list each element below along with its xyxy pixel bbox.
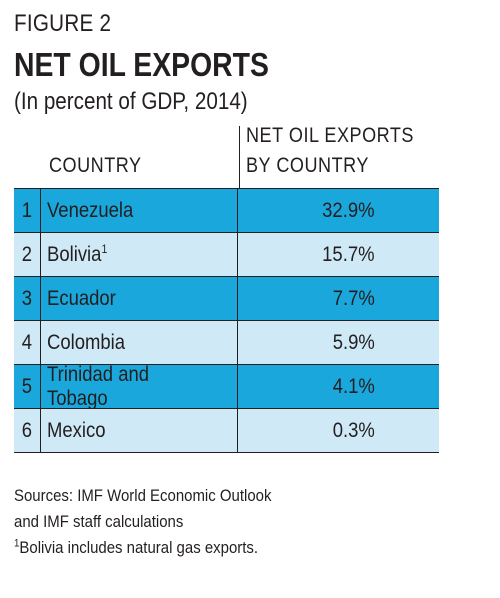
rank-cell: 6 [14, 409, 41, 452]
value-cell: 32.9% [239, 189, 439, 232]
rank-cell: 5 [14, 365, 41, 408]
country-cell: Mexico [41, 409, 238, 452]
table-row: 3 Ecuador 7.7% [14, 277, 439, 321]
value-cell: 0.3% [239, 409, 439, 452]
figure-title: NET OIL EXPORTS [14, 46, 269, 83]
column-header-exports-line2: BY COUNTRY [246, 154, 369, 177]
country-label: Colombia [47, 331, 125, 355]
country-name: Colombia [47, 330, 126, 354]
value-label: 7.7% [332, 286, 375, 310]
country-label: Ecuador [47, 287, 116, 311]
rank-cell: 4 [14, 321, 41, 364]
rank-label: 5 [21, 374, 33, 398]
table-row: 4 Colombia 5.9% [14, 321, 439, 365]
figure-subtitle: (In percent of GDP, 2014) [14, 88, 248, 115]
table-row: 5 Trinidad and Tobago 4.1% [14, 363, 439, 411]
country-cell: Trinidad and Tobago [41, 363, 238, 411]
figure-label: FIGURE 2 [14, 10, 112, 37]
sources-note-line2: and IMF staff calculations [14, 512, 184, 531]
value-cell: 5.9% [239, 321, 439, 364]
country-cell: Venezuela [41, 189, 238, 232]
country-cell: Colombia [41, 321, 238, 364]
sources-note-line1: Sources: IMF World Economic Outlook [14, 486, 272, 505]
country-label: Bolivia1 [47, 243, 107, 267]
country-label: Venezuela [47, 199, 133, 223]
country-name: Mexico [47, 418, 106, 442]
rank-label: 4 [21, 330, 33, 354]
footnote: 1Bolivia includes natural gas exports. [14, 536, 258, 560]
value-label: 32.9% [322, 198, 375, 222]
value-label: 15.7% [322, 242, 375, 266]
country-name: Bolivia [47, 242, 102, 266]
column-header-country: COUNTRY [49, 154, 142, 177]
country-label: Mexico [47, 419, 106, 443]
header-divider [239, 126, 240, 188]
table-row: 1 Venezuela 32.9% [14, 189, 439, 233]
value-cell: 7.7% [239, 277, 439, 320]
column-header-exports-line1: NET OIL EXPORTS [246, 124, 414, 147]
value-label: 5.9% [332, 330, 375, 354]
column-header-exports: NET OIL EXPORTS BY COUNTRY [246, 121, 414, 181]
value-cell: 4.1% [239, 365, 439, 408]
table-row: 2 Bolivia1 15.7% [14, 233, 439, 277]
country-cell: Ecuador [41, 277, 238, 320]
country-label: Trinidad and Tobago [47, 363, 214, 411]
value-label: 0.3% [332, 418, 375, 442]
country-name: Trinidad and Tobago [47, 362, 150, 410]
rank-cell: 1 [14, 189, 41, 232]
rank-cell: 3 [14, 277, 41, 320]
country-cell: Bolivia1 [41, 233, 238, 276]
value-label: 4.1% [332, 374, 375, 398]
rank-label: 1 [21, 198, 33, 222]
value-cell: 15.7% [239, 233, 439, 276]
table-row: 6 Mexico 0.3% [14, 409, 439, 452]
country-name: Ecuador [47, 286, 116, 310]
country-name: Venezuela [47, 198, 134, 222]
rank-label: 6 [21, 418, 33, 442]
rank-label: 3 [21, 286, 33, 310]
rank-cell: 2 [14, 233, 41, 276]
footnote-text: Bolivia includes natural gas exports. [19, 538, 259, 557]
exports-table: 1 Venezuela 32.9% 2 Bolivia1 15.7% 3 Ecuador 7.7… [14, 188, 439, 453]
footnote-mark: 1 [14, 537, 20, 550]
country-footnote-mark: 1 [101, 241, 108, 256]
rank-label: 2 [21, 242, 33, 266]
